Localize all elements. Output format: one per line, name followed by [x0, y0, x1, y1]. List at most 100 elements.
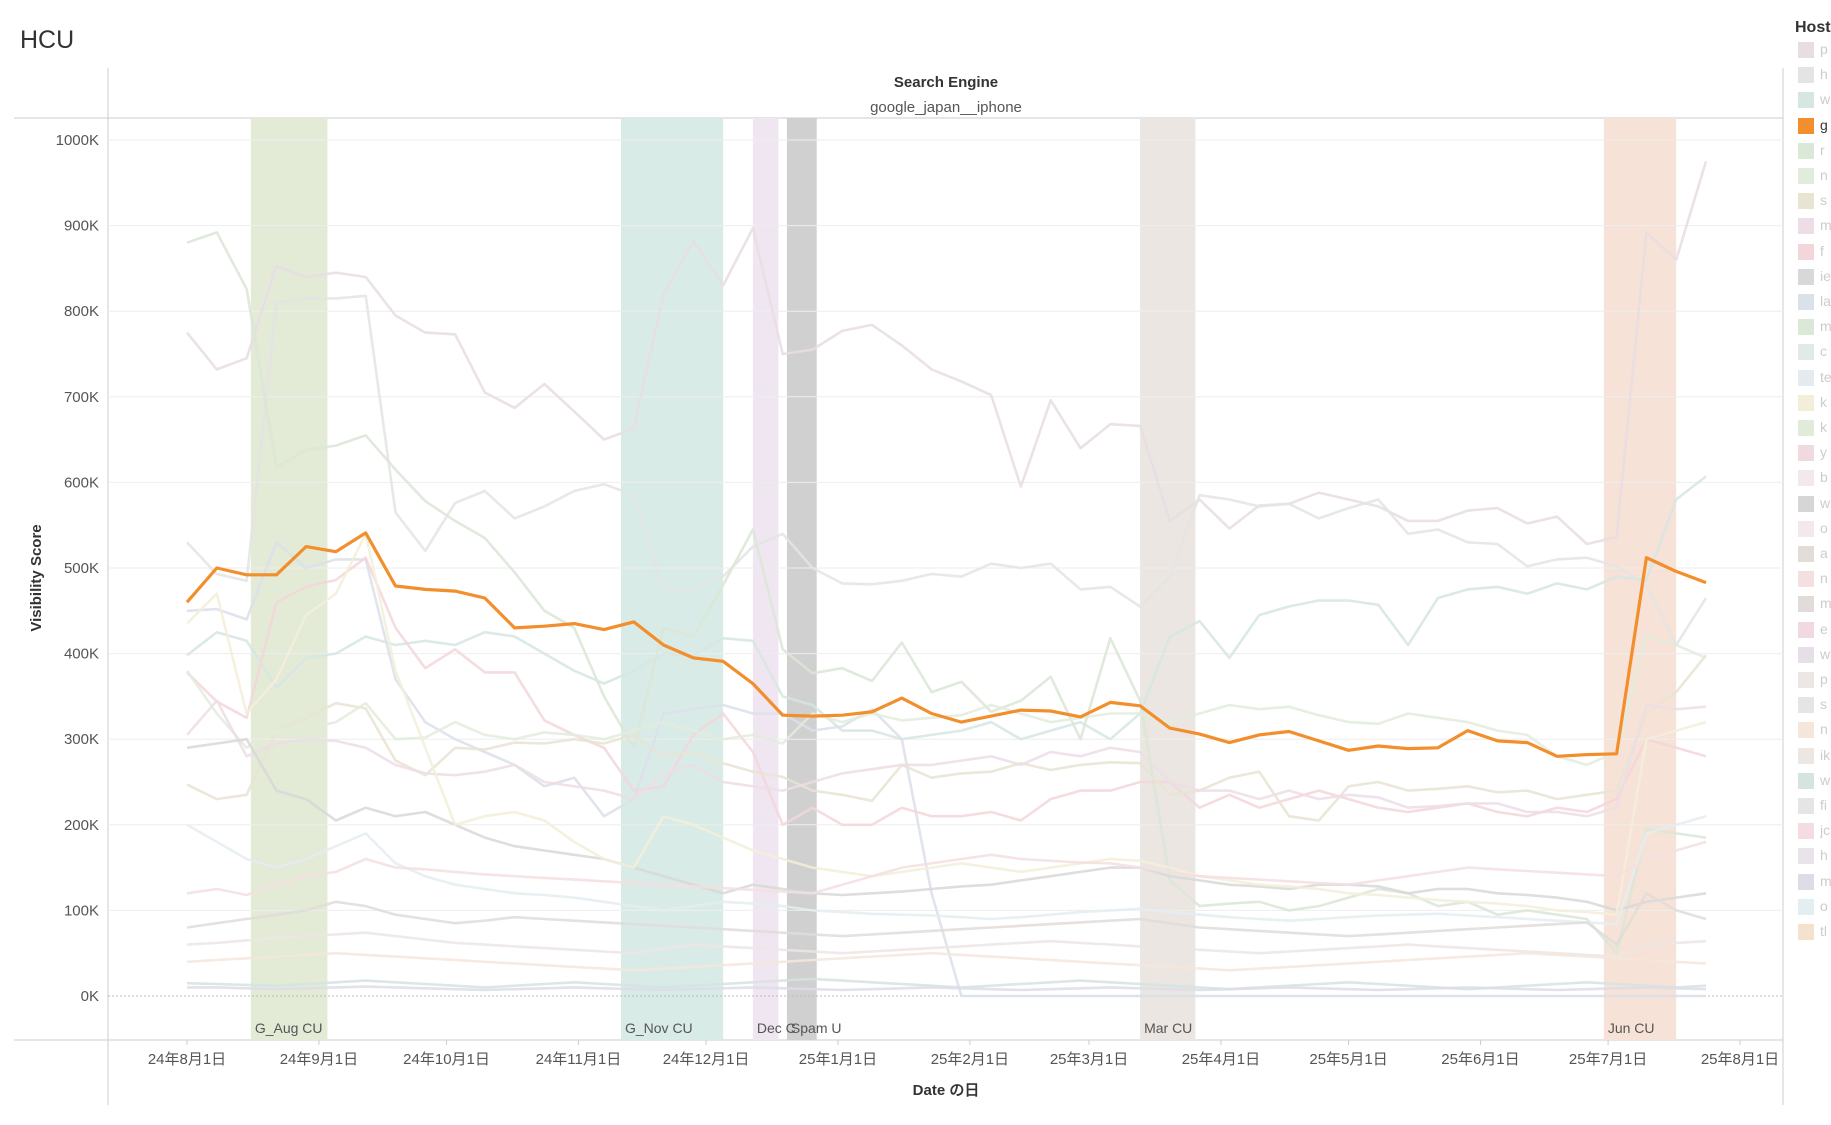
series-line: [186, 699, 1707, 818]
legend-swatch[interactable]: [1798, 42, 1814, 58]
legend-swatch[interactable]: [1798, 168, 1814, 184]
series-line: [186, 654, 1708, 822]
legend-label[interactable]: fi: [1820, 797, 1827, 813]
legend-label[interactable]: c: [1820, 343, 1827, 360]
annotation-label: Spam U: [791, 1020, 842, 1036]
y-tick-label: 600K: [64, 474, 99, 491]
legend-swatch[interactable]: [1798, 823, 1814, 840]
legend-label[interactable]: w: [1820, 771, 1831, 788]
legend-swatch[interactable]: [1798, 520, 1814, 537]
y-tick-label: 0K: [81, 988, 99, 1005]
y-tick-label: 500K: [64, 560, 99, 577]
x-tick-label: 25年8月1日: [1701, 1051, 1779, 1068]
legend-swatch[interactable]: [1798, 319, 1814, 336]
legend-label[interactable]: b: [1820, 469, 1828, 486]
legend-label[interactable]: w: [1820, 645, 1831, 662]
legend-label[interactable]: h: [1820, 847, 1828, 864]
legend-label[interactable]: f: [1820, 242, 1824, 259]
legend-label[interactable]: o: [1820, 519, 1828, 536]
legend-swatch[interactable]: [1798, 117, 1814, 134]
legend-swatch[interactable]: [1798, 924, 1814, 940]
legend-swatch[interactable]: [1798, 193, 1814, 210]
legend-swatch[interactable]: [1798, 495, 1814, 512]
legend-swatch[interactable]: [1798, 798, 1814, 814]
legend-label[interactable]: k: [1820, 393, 1827, 410]
legend-label[interactable]: s: [1820, 192, 1827, 209]
series-line: [187, 985, 1707, 992]
series-line: [186, 891, 1707, 946]
series-line: [185, 161, 1708, 546]
legend-swatch[interactable]: [1798, 344, 1814, 361]
legend-label[interactable]: s: [1820, 696, 1827, 713]
x-tick-label: 25年1月1日: [799, 1051, 877, 1068]
legend-swatch[interactable]: [1798, 470, 1814, 487]
legend-label[interactable]: a: [1820, 545, 1828, 561]
legend-swatch[interactable]: [1798, 420, 1814, 436]
legend-label[interactable]: p: [1820, 671, 1828, 687]
legend-swatch[interactable]: [1798, 672, 1814, 688]
legend-swatch[interactable]: [1798, 747, 1814, 764]
legend-label[interactable]: n: [1820, 721, 1828, 738]
legend-label[interactable]: te: [1820, 368, 1831, 385]
x-tick-label: 25年2月1日: [931, 1051, 1009, 1068]
legend-swatch[interactable]: [1798, 898, 1814, 915]
legend-swatch[interactable]: [1798, 772, 1814, 789]
legend-swatch[interactable]: [1798, 722, 1814, 739]
legend-swatch[interactable]: [1798, 445, 1814, 462]
legend-label[interactable]: w: [1820, 91, 1831, 108]
legend-swatch[interactable]: [1798, 394, 1814, 411]
annotation-label: Mar CU: [1144, 1020, 1192, 1036]
x-tick-label: 24年9月1日: [280, 1051, 358, 1068]
legend-label[interactable]: w: [1820, 494, 1831, 511]
legend-swatch[interactable]: [1798, 218, 1814, 235]
legend-label[interactable]: n: [1820, 167, 1828, 183]
x-tick-label: 25年6月1日: [1441, 1051, 1519, 1068]
legend-swatch[interactable]: [1798, 142, 1814, 159]
legend-label[interactable]: m: [1820, 872, 1831, 889]
legend-label[interactable]: jc: [1820, 822, 1831, 839]
series-line: [186, 840, 1707, 897]
legend-swatch[interactable]: [1798, 697, 1814, 714]
legend-label[interactable]: m: [1820, 318, 1831, 335]
legend-swatch[interactable]: [1798, 67, 1814, 84]
legend-swatch[interactable]: [1798, 294, 1814, 310]
series-lines: [185, 161, 1708, 998]
legend-swatch[interactable]: [1798, 546, 1814, 562]
legend-label[interactable]: m: [1820, 217, 1831, 234]
y-tick-label: 100K: [64, 902, 99, 919]
x-tick-label: 24年10月1日: [403, 1051, 490, 1068]
legend-swatch[interactable]: [1798, 243, 1814, 260]
legend-label[interactable]: ik: [1820, 746, 1831, 763]
annotation-label: G_Aug CU: [255, 1020, 323, 1036]
legend-label[interactable]: m: [1820, 595, 1831, 612]
gridlines: [108, 139, 1783, 997]
legend-label[interactable]: p: [1820, 41, 1828, 57]
series-line: [186, 931, 1707, 958]
legend-swatch[interactable]: [1798, 369, 1814, 386]
legend-label[interactable]: ie: [1820, 267, 1831, 284]
legend-swatch[interactable]: [1798, 596, 1814, 613]
legend-swatch[interactable]: [1798, 571, 1814, 588]
legend-label[interactable]: e: [1820, 620, 1828, 637]
legend-swatch[interactable]: [1798, 873, 1814, 890]
annotation-label: G_Nov CU: [625, 1020, 693, 1036]
legend-swatch[interactable]: [1798, 848, 1814, 865]
legend-swatch[interactable]: [1798, 621, 1814, 638]
legend-label[interactable]: o: [1820, 897, 1828, 914]
legend-label[interactable]: r: [1820, 141, 1825, 158]
legend-swatch[interactable]: [1798, 92, 1814, 109]
legend-label[interactable]: g: [1820, 116, 1828, 133]
legend-swatch[interactable]: [1798, 646, 1814, 663]
legend-label[interactable]: h: [1820, 66, 1828, 83]
legend-label[interactable]: tl: [1820, 923, 1827, 939]
legend-label[interactable]: la: [1820, 293, 1831, 309]
series-line: [186, 532, 1707, 917]
legend-label[interactable]: y: [1820, 444, 1827, 461]
legend-swatch[interactable]: [1798, 268, 1814, 285]
legend-label[interactable]: n: [1820, 570, 1828, 587]
annotation-label: Jun CU: [1608, 1020, 1655, 1036]
y-tick-label: 300K: [64, 731, 99, 748]
legend-label[interactable]: k: [1820, 419, 1827, 435]
